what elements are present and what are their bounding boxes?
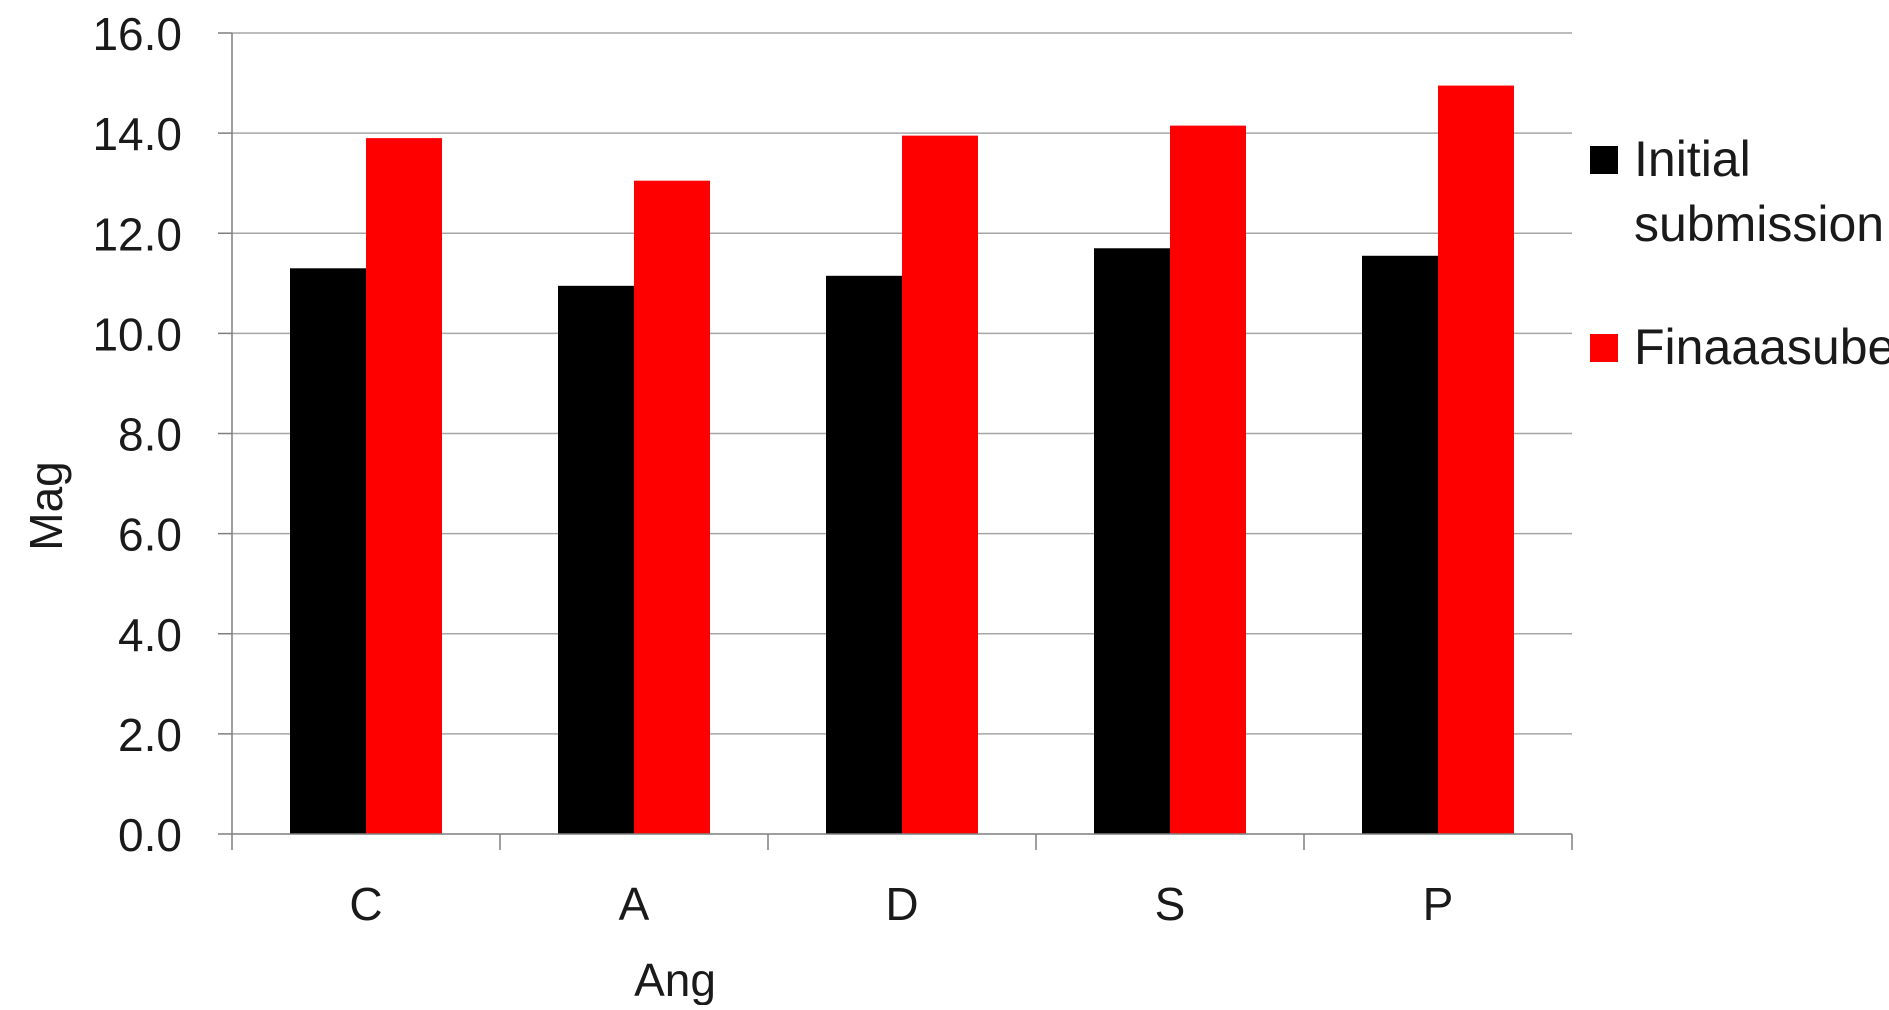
legend-swatch bbox=[1590, 146, 1618, 174]
y-tick-label: 0.0 bbox=[118, 809, 182, 861]
y-tick-label: 6.0 bbox=[118, 509, 182, 561]
y-tick-label: 14.0 bbox=[92, 108, 182, 160]
bar-initial-s bbox=[1094, 248, 1170, 835]
bar-initial-c bbox=[290, 268, 366, 834]
y-tick-label: 4.0 bbox=[118, 609, 182, 661]
bar-final-a bbox=[634, 180, 710, 834]
x-category-label: S bbox=[1155, 878, 1186, 930]
legend-label-line: Initial bbox=[1634, 131, 1751, 187]
legend-label-line: Finaaasube bbox=[1634, 319, 1889, 375]
y-tick-label: 10.0 bbox=[92, 308, 182, 360]
bars bbox=[290, 85, 1514, 835]
legend-label-line: submission bbox=[1634, 196, 1884, 252]
bar-initial-a bbox=[558, 285, 634, 834]
bar-initial-d bbox=[826, 275, 902, 835]
y-tick-label: 12.0 bbox=[92, 208, 182, 260]
legend-label: Finaaasube bbox=[1634, 319, 1889, 375]
bar-initial-p bbox=[1362, 255, 1438, 834]
axes bbox=[218, 32, 1573, 850]
y-tick-label: 2.0 bbox=[118, 709, 182, 761]
y-axis-title: Mag bbox=[20, 461, 72, 550]
y-tick-label: 8.0 bbox=[118, 409, 182, 461]
y-tick-label: 16.0 bbox=[92, 8, 182, 60]
legend-label: Initial submission bbox=[1634, 131, 1884, 252]
bar-final-s bbox=[1170, 125, 1246, 835]
legend-swatch bbox=[1590, 334, 1618, 362]
y-tick-labels: 0.0 2.0 4.0 6.0 8.0 10.0 12.0 14.0 16.0 bbox=[92, 8, 182, 861]
x-category-label: D bbox=[885, 878, 918, 930]
bar-final-d bbox=[902, 135, 978, 835]
x-category-label: A bbox=[619, 878, 650, 930]
x-category-label: C bbox=[349, 878, 382, 930]
x-category-label: P bbox=[1423, 878, 1454, 930]
bar-final-c bbox=[366, 138, 442, 835]
bar-final-p bbox=[1438, 85, 1514, 835]
legend: Initial submission Finaaasube bbox=[1590, 131, 1889, 375]
x-axis-title: Ang bbox=[634, 954, 716, 1005]
